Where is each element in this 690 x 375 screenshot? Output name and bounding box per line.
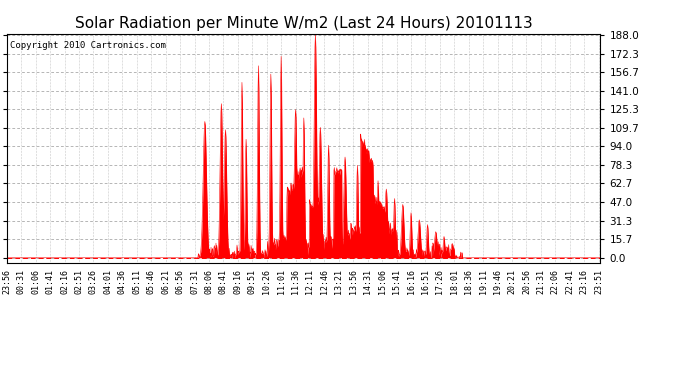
Title: Solar Radiation per Minute W/m2 (Last 24 Hours) 20101113: Solar Radiation per Minute W/m2 (Last 24… [75, 16, 533, 31]
Text: Copyright 2010 Cartronics.com: Copyright 2010 Cartronics.com [10, 40, 166, 50]
